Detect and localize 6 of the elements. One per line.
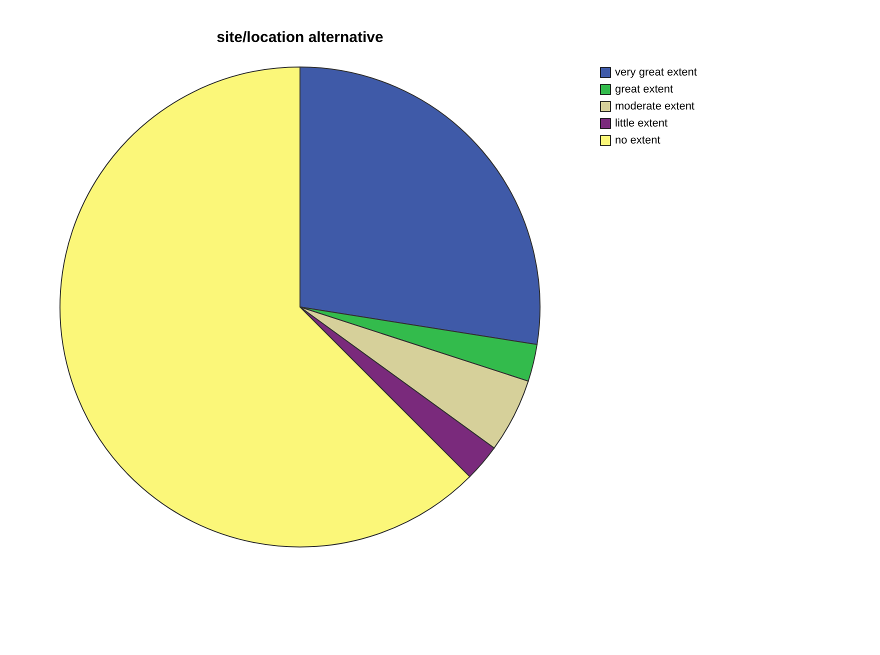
- chart-title: site/location alternative: [216, 29, 384, 46]
- legend-label: little extent: [615, 118, 668, 130]
- legend-label: no extent: [615, 134, 660, 146]
- legend-label: moderate extent: [615, 100, 694, 112]
- legend-label: very great extent: [615, 66, 697, 78]
- legend-label: great extent: [615, 84, 674, 96]
